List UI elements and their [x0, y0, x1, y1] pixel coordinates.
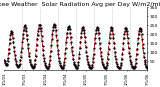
Title: Milwaukee Weather  Solar Radiation Avg per Day W/m2/minute: Milwaukee Weather Solar Radiation Avg pe… — [0, 2, 160, 7]
